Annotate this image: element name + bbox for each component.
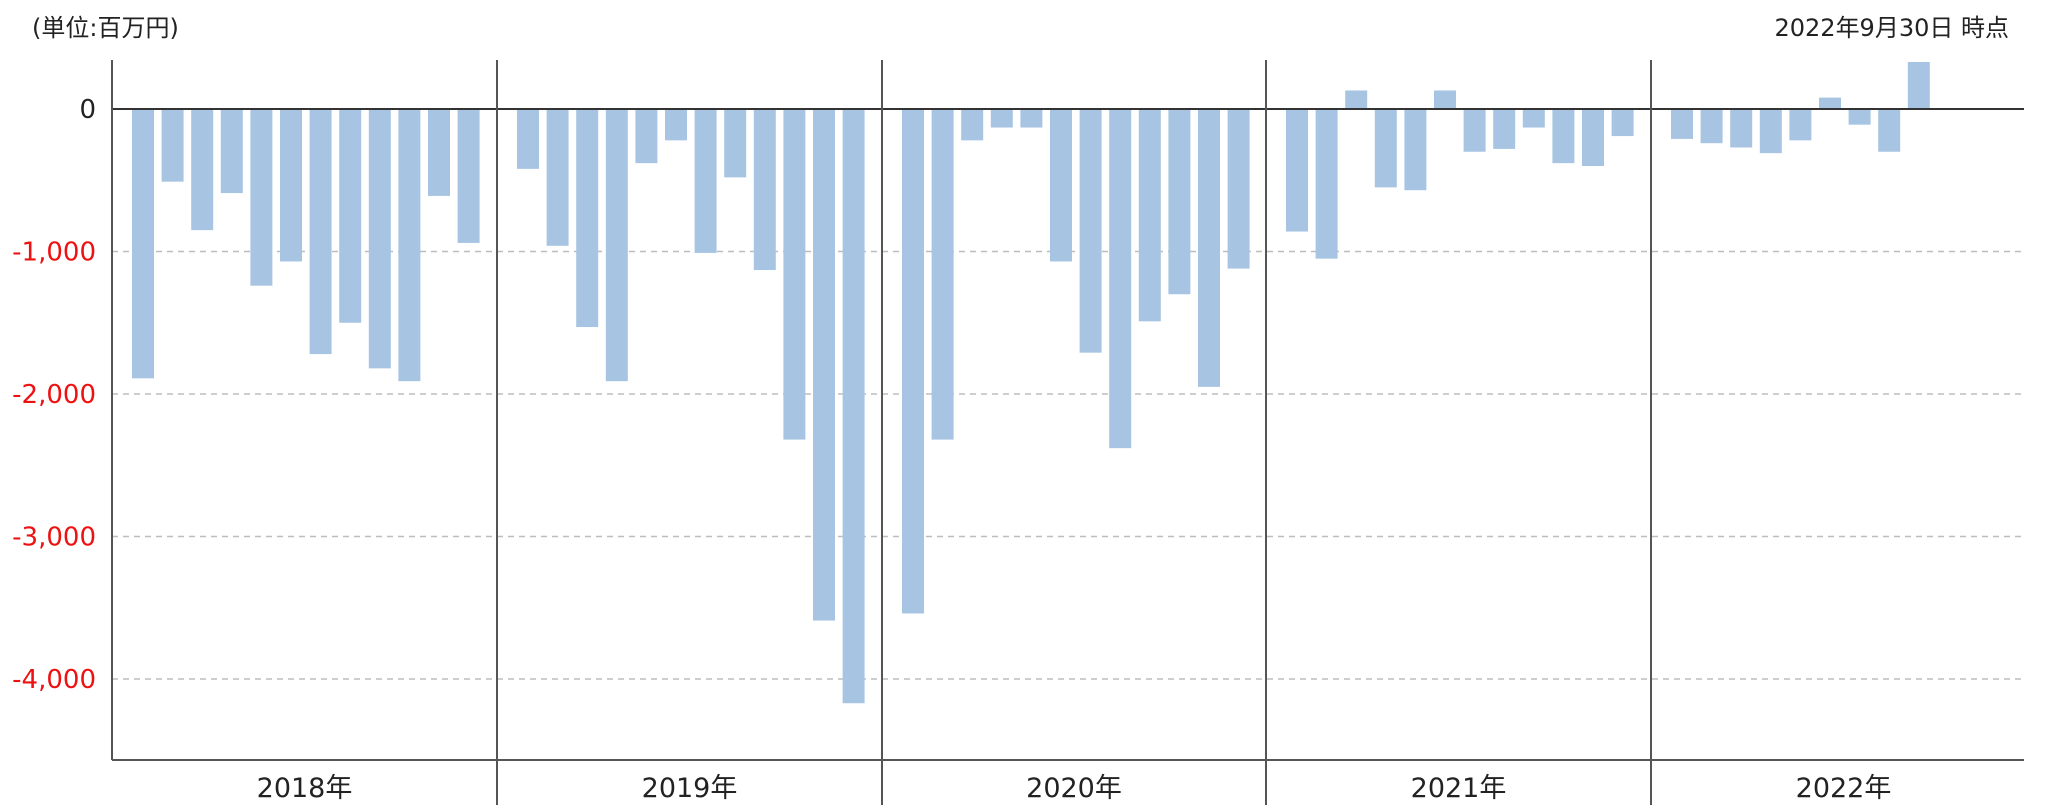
bar (753, 109, 776, 271)
bar (1582, 109, 1604, 166)
bar (783, 109, 806, 440)
bar (724, 109, 747, 178)
bar (220, 109, 243, 194)
bar (1079, 109, 1102, 353)
bar (1552, 109, 1575, 164)
x-group-label: 2018年 (257, 773, 353, 804)
bar (1227, 109, 1250, 269)
bar (1374, 109, 1397, 188)
bar (428, 109, 450, 196)
bar (576, 109, 599, 328)
bar (1878, 109, 1901, 152)
bar (1109, 109, 1132, 449)
bar (1434, 90, 1456, 109)
bar (605, 109, 628, 382)
bar (665, 109, 687, 141)
bar (1463, 109, 1486, 152)
bar (368, 109, 391, 369)
y-tick-label: -1,000 (12, 238, 96, 268)
bar (1522, 109, 1545, 128)
x-group-label: 2019年 (642, 773, 738, 804)
bar (1730, 109, 1753, 148)
bar (339, 109, 362, 323)
bar (931, 109, 954, 440)
bar (398, 109, 421, 382)
bar (813, 109, 835, 621)
bar (1168, 109, 1191, 295)
y-tick-label: -3,000 (12, 523, 96, 553)
bar (961, 109, 984, 141)
label-layer: 0 -1,000 -2,000 -3,000 -4,000 2018年 2019年 2020年… (12, 95, 1891, 804)
axis-layer (111, 60, 2024, 805)
bar (990, 109, 1013, 128)
bar (1020, 109, 1043, 128)
bar (1050, 109, 1072, 262)
bar (309, 109, 332, 355)
x-group-label: 2022年 (1796, 773, 1892, 804)
bar (191, 109, 214, 231)
as-of-date-label: 2022年9月30日 時点 (1774, 14, 2009, 42)
unit-label: (単位:百万円) (32, 14, 179, 42)
y-tick-label: -2,000 (12, 380, 96, 410)
bar (694, 109, 717, 253)
bar (1700, 109, 1723, 144)
bar (1759, 109, 1782, 154)
bar (1404, 109, 1427, 191)
bar (457, 109, 480, 243)
bar (1789, 109, 1812, 141)
bar-layer (132, 61, 1930, 704)
bar (1138, 109, 1161, 322)
bar (161, 109, 184, 182)
bar (280, 109, 302, 262)
bar (1819, 97, 1841, 109)
bar (546, 109, 569, 246)
x-group-label: 2020年 (1026, 773, 1122, 804)
bar (1198, 109, 1220, 387)
bar (1493, 109, 1516, 149)
bar (1315, 109, 1338, 259)
bar (1907, 61, 1930, 109)
bar (1848, 109, 1871, 125)
y-tick-label: 0 (79, 95, 96, 125)
bar (1671, 109, 1693, 139)
y-tick-label: -4,000 (12, 665, 96, 695)
x-group-label: 2021年 (1411, 773, 1507, 804)
bar (517, 109, 539, 169)
bar (1611, 109, 1634, 137)
bar (250, 109, 273, 286)
bar (132, 109, 154, 379)
bar (635, 109, 658, 164)
bar (1345, 90, 1368, 109)
bar (902, 109, 924, 614)
bar (842, 109, 865, 704)
bar (1286, 109, 1308, 232)
